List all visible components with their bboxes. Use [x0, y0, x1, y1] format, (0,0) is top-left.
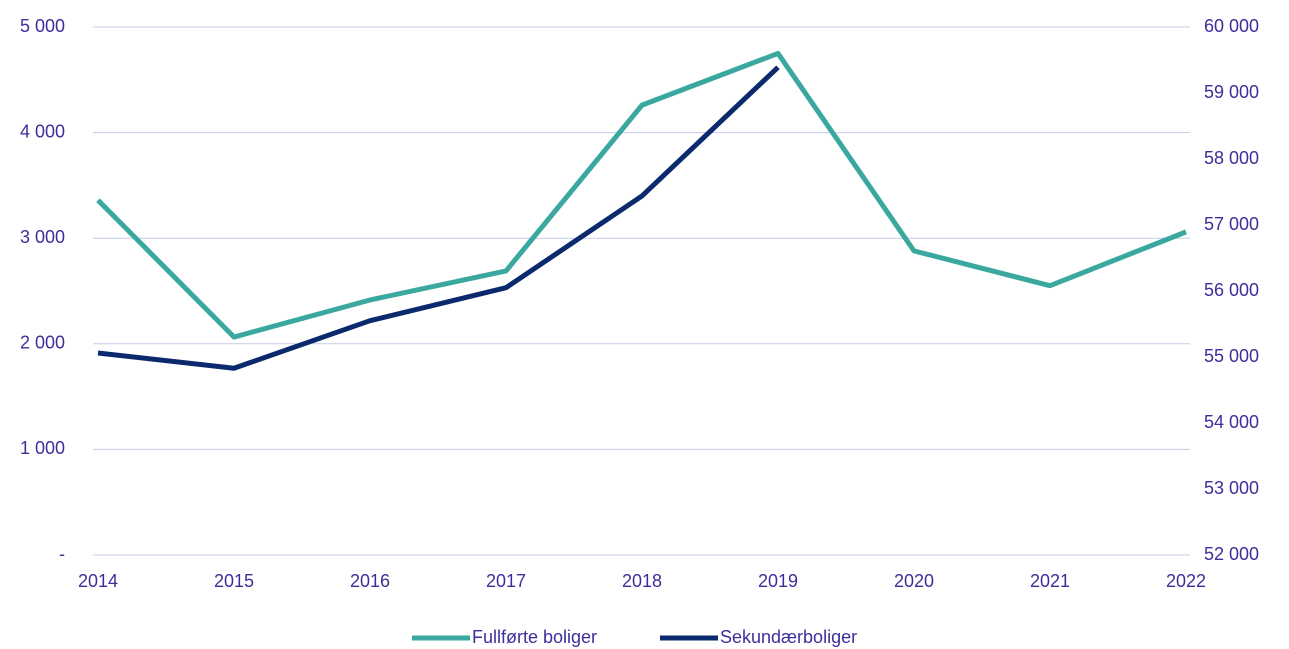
- series-line: [97, 65, 780, 371]
- y-tick-label: 2 000: [20, 333, 65, 353]
- x-tick-label: 2014: [78, 571, 118, 591]
- y2-tick-label: 60 000: [1204, 16, 1259, 36]
- y2-tick-label: 54 000: [1204, 412, 1259, 432]
- x-tick-label: 2015: [214, 571, 254, 591]
- x-tick-label: 2019: [758, 571, 798, 591]
- x-tick-label: 2016: [350, 571, 390, 591]
- series-line: [96, 50, 1187, 340]
- x-tick-label: 2021: [1030, 571, 1070, 591]
- y2-tick-label: 58 000: [1204, 148, 1259, 168]
- legend-label: Sekundærboliger: [720, 627, 857, 647]
- y-tick-label: 5 000: [20, 16, 65, 36]
- y2-tick-label: 55 000: [1204, 346, 1259, 366]
- y2-tick-label: 56 000: [1204, 280, 1259, 300]
- y-tick-label: 4 000: [20, 121, 65, 141]
- y2-tick-label: 52 000: [1204, 544, 1259, 564]
- y2-tick-label: 59 000: [1204, 82, 1259, 102]
- x-tick-label: 2020: [894, 571, 934, 591]
- y2-tick-label: 57 000: [1204, 214, 1259, 234]
- legend-label: Fullførte boliger: [472, 627, 597, 647]
- y-tick-label: 3 000: [20, 227, 65, 247]
- y-tick-label: -: [59, 544, 65, 564]
- x-tick-label: 2022: [1166, 571, 1206, 591]
- y2-tick-label: 53 000: [1204, 478, 1259, 498]
- y-tick-label: 1 000: [20, 438, 65, 458]
- x-tick-label: 2017: [486, 571, 526, 591]
- x-tick-label: 2018: [622, 571, 662, 591]
